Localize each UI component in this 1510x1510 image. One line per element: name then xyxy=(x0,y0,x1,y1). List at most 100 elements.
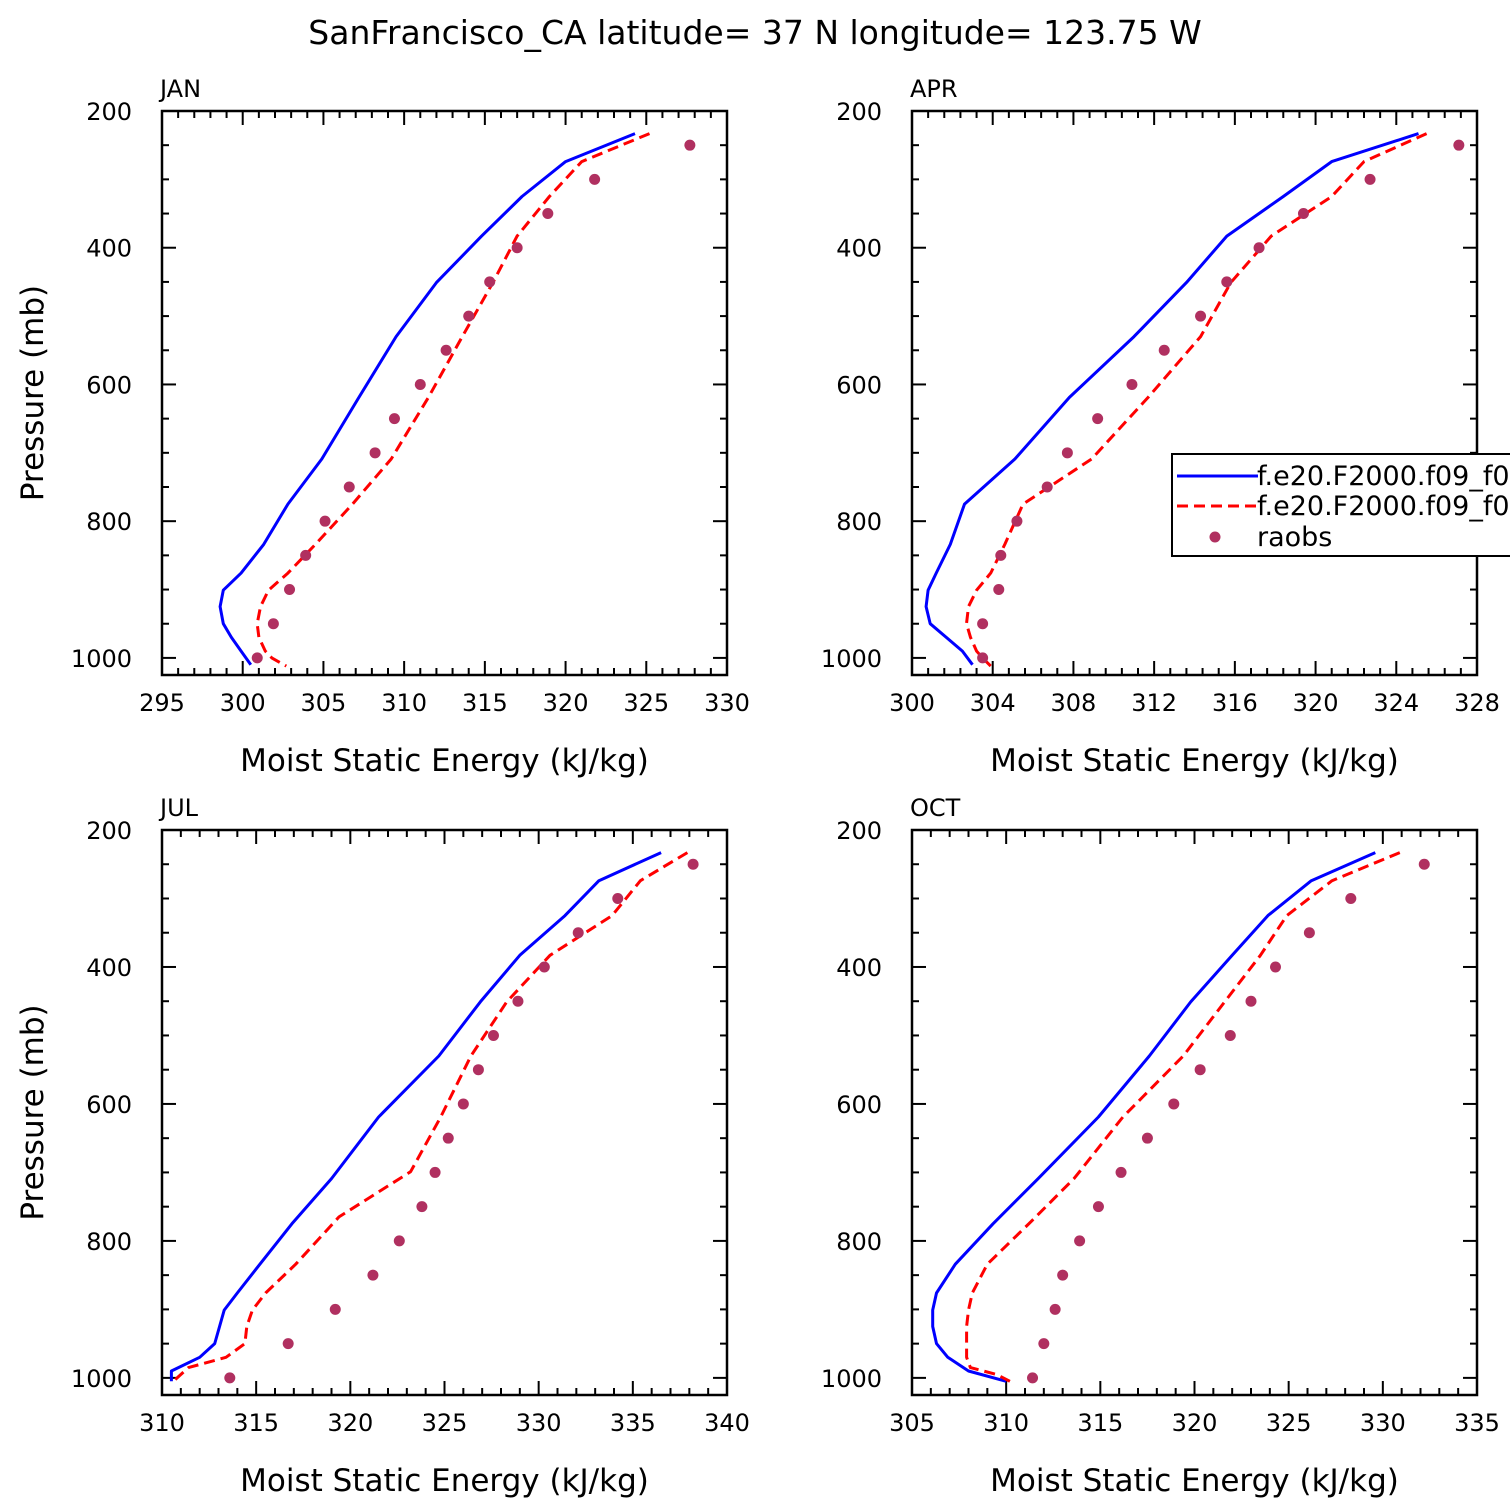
raobs-point xyxy=(684,139,696,151)
panel-title: JUL xyxy=(158,794,199,822)
panel-title: OCT xyxy=(910,794,961,822)
y-tick-label: 800 xyxy=(86,508,132,536)
panel-jan: JAN 295 300 305 310 315 320 325 330 200 400 600 800 1… xyxy=(15,75,750,779)
x-tick-label: 340 xyxy=(704,1409,750,1437)
y-tick-label: 800 xyxy=(836,508,882,536)
plot-frame xyxy=(910,828,1479,1397)
raobs-point xyxy=(442,1132,454,1144)
raobs-point xyxy=(542,208,554,220)
x-tick-label: 325 xyxy=(623,689,669,717)
x-tick-label: 300 xyxy=(889,689,935,717)
x-tick-label: 330 xyxy=(1360,1409,1406,1437)
raobs-point xyxy=(463,310,475,322)
x-tick-label: 325 xyxy=(1266,1409,1312,1437)
panel-apr: APR 300 304 308 312 316 320 324 328 200 400 600 800 1… xyxy=(821,75,1500,779)
raobs-point xyxy=(329,1303,341,1315)
raobs-point xyxy=(1011,515,1023,527)
y-axis-title: Pressure (mb) xyxy=(15,285,51,501)
series-line-solid xyxy=(218,132,636,666)
raobs-point xyxy=(1027,1372,1039,1384)
raobs-point xyxy=(1057,1269,1069,1281)
series-line-dashed xyxy=(965,132,1428,668)
x-tick-label: 335 xyxy=(610,1409,656,1437)
raobs-point xyxy=(1168,1098,1180,1110)
x-tick-label: 312 xyxy=(1131,689,1177,717)
raobs-point xyxy=(1418,858,1430,870)
raobs-point xyxy=(993,584,1005,596)
legend-label: raobs xyxy=(1257,522,1332,553)
raobs-point xyxy=(1092,413,1104,425)
legend-label: f.e20.F2000.f09_f09 xyxy=(1257,491,1510,522)
raobs-point xyxy=(267,618,279,630)
raobs-point xyxy=(388,413,400,425)
raobs-point xyxy=(1221,276,1233,288)
x-tick-label: 320 xyxy=(1293,689,1339,717)
raobs-point xyxy=(393,1235,405,1247)
raobs-point xyxy=(1297,208,1309,220)
raobs-point xyxy=(416,1201,428,1213)
figure-title: SanFrancisco_CA latitude= 37 N longitude… xyxy=(308,13,1201,52)
plot-frame xyxy=(910,109,1479,677)
raobs-point xyxy=(589,173,601,185)
y-tick-label: 200 xyxy=(836,817,882,845)
raobs-point xyxy=(1253,242,1265,254)
legend-marker-dot xyxy=(1209,531,1221,543)
x-tick-label: 315 xyxy=(233,1409,279,1437)
raobs-point xyxy=(1245,995,1257,1007)
x-tick-label: 304 xyxy=(970,689,1016,717)
y-tick-label: 1000 xyxy=(821,1365,882,1393)
raobs-point xyxy=(1224,1029,1236,1041)
series-group xyxy=(169,851,699,1384)
panel-title: APR xyxy=(910,75,958,103)
series-line-solid xyxy=(169,851,662,1382)
raobs-point xyxy=(1061,447,1073,459)
raobs-point xyxy=(282,1338,294,1350)
raobs-point xyxy=(572,927,584,939)
x-tick-label: 310 xyxy=(381,689,427,717)
x-tick-label: 310 xyxy=(139,1409,185,1437)
series-line-dashed xyxy=(255,132,651,668)
x-tick-label: 300 xyxy=(220,689,266,717)
raobs-point xyxy=(977,618,989,630)
x-tick-label: 315 xyxy=(1077,1409,1123,1437)
x-tick-label: 330 xyxy=(516,1409,562,1437)
raobs-point xyxy=(319,515,331,527)
panel-title: JAN xyxy=(158,75,201,103)
legend-label: f.e20.F2000.f09_f09 xyxy=(1257,461,1510,492)
raobs-point xyxy=(440,344,452,356)
y-tick-label: 400 xyxy=(86,235,132,263)
y-tick-label: 400 xyxy=(836,954,882,982)
x-tick-label: 324 xyxy=(1373,689,1419,717)
raobs-point xyxy=(487,1029,499,1041)
raobs-point xyxy=(1158,344,1170,356)
series-group xyxy=(924,132,1465,668)
raobs-point xyxy=(1303,927,1315,939)
raobs-point xyxy=(369,447,381,459)
raobs-point xyxy=(687,858,699,870)
legend: f.e20.F2000.f09_f09f.e20.F2000.f09_f09ra… xyxy=(1171,453,1510,557)
x-axis-title: Moist Static Energy (kJ/kg) xyxy=(240,1463,649,1499)
series-line-solid xyxy=(924,132,1419,666)
y-tick-label: 800 xyxy=(86,1228,132,1256)
raobs-point xyxy=(367,1269,379,1281)
series-line-dashed xyxy=(965,851,1401,1383)
raobs-point xyxy=(511,242,523,254)
y-tick-label: 600 xyxy=(836,371,882,399)
raobs-point xyxy=(1126,378,1138,390)
plot-frame xyxy=(160,109,729,677)
y-tick-label: 1000 xyxy=(71,1365,132,1393)
y-tick-label: 200 xyxy=(86,98,132,126)
series-line-solid xyxy=(931,851,1376,1383)
x-tick-label: 305 xyxy=(301,689,347,717)
raobs-point xyxy=(472,1064,484,1076)
series-group xyxy=(218,132,696,668)
y-tick-label: 200 xyxy=(86,817,132,845)
raobs-point xyxy=(995,549,1007,561)
x-tick-label: 310 xyxy=(983,1409,1029,1437)
x-tick-label: 330 xyxy=(704,689,750,717)
raobs-point xyxy=(284,584,296,596)
raobs-point xyxy=(1269,961,1281,973)
y-tick-label: 200 xyxy=(836,98,882,126)
raobs-point xyxy=(429,1166,441,1178)
